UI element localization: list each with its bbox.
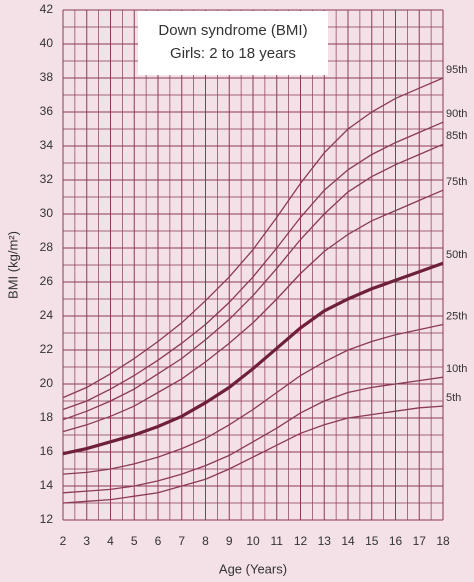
x-tick-label: 5 [131,534,138,548]
legend-label: 75th [446,176,467,188]
y-tick-label: 28 [40,240,54,254]
x-tick-label: 3 [83,534,90,548]
legend-label: 90th [446,108,467,120]
percentile-line [62,121,444,411]
lines [62,77,444,504]
y-tick-label: 20 [40,376,54,390]
x-tick-label: 15 [365,534,379,548]
y-tick-label: 34 [40,138,54,152]
percentile-line [62,261,444,456]
legend-label: 5th [446,392,461,404]
y-tick-label: 14 [40,478,54,492]
percentile-line [62,405,444,504]
legend-label: 85th [446,130,467,142]
x-tick-label: 10 [246,534,260,548]
x-tick-label: 9 [226,534,233,548]
y-tick-label: 26 [40,274,54,288]
percentile-line [62,77,444,399]
y-tick-label: 24 [40,308,54,322]
y-axis-label: BMI (kg/m²) [5,231,20,299]
x-tick-label: 18 [436,534,450,548]
y-tick-label: 40 [40,36,54,50]
x-tick-label: 11 [271,534,284,548]
y-tick-label: 32 [40,172,54,186]
chart-subtitle: Girls: 2 to 18 years [170,45,296,62]
y-tick-label: 12 [40,512,54,526]
x-axis-label: Age (Years) [219,561,287,576]
y-tick-label: 38 [40,70,54,84]
y-tick-label: 18 [40,410,54,424]
percentile-line [62,143,444,421]
x-tick-label: 6 [155,534,162,548]
legend-label: 95th [446,64,467,76]
x-tick-label: 8 [202,534,209,548]
y-tick-label: 22 [40,342,54,356]
y-tick-label: 36 [40,104,54,118]
title-box [138,11,328,75]
legend-label: 50th [446,249,467,261]
x-tick-label: 17 [413,534,427,548]
percentile-line [62,376,444,494]
y-tick-label: 42 [40,2,54,16]
legend-label: 10th [446,363,467,375]
x-tick-label: 12 [294,534,308,548]
x-tick-label: 7 [178,534,185,548]
y-tick-label: 16 [40,444,54,458]
percentile-line [62,323,444,475]
x-tick-label: 4 [107,534,114,548]
x-tick-label: 2 [60,534,67,548]
chart-title: Down syndrome (BMI) [158,22,307,39]
percentile-line [62,189,444,433]
x-tick-label: 13 [318,534,332,548]
x-tick-label: 14 [341,534,355,548]
y-tick-label: 30 [40,206,54,220]
legend-label: 25th [446,310,467,322]
x-tick-label: 16 [389,534,403,548]
